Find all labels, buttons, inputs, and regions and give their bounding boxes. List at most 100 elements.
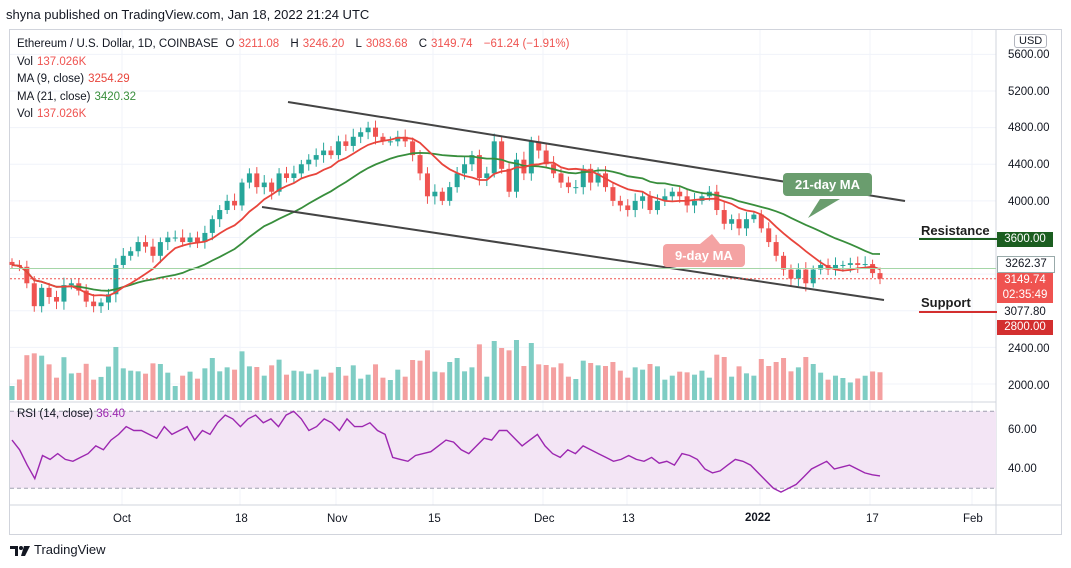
volume-bar <box>224 367 230 400</box>
volume-bar <box>558 363 564 400</box>
volume-bar <box>484 376 490 400</box>
candle-body <box>410 141 416 156</box>
volume-bar <box>187 371 193 400</box>
candle-body <box>543 150 549 165</box>
candle-body <box>528 141 534 174</box>
volume-bar <box>313 369 319 400</box>
candle-body <box>632 200 638 211</box>
volume-bar <box>536 364 542 400</box>
volume-bar <box>150 363 156 400</box>
candle-body <box>588 168 594 183</box>
candle-body <box>365 127 371 133</box>
volume-bar <box>395 369 401 400</box>
volume-bar <box>736 366 742 400</box>
candle-body <box>751 214 757 220</box>
candle-body <box>773 242 779 256</box>
candle-body <box>484 173 490 178</box>
volume-bar <box>402 376 408 400</box>
candle-body <box>321 150 327 156</box>
tradingview-footer[interactable]: TradingView <box>10 542 106 557</box>
volume-bar <box>684 372 690 400</box>
volume-bar <box>647 364 653 400</box>
ma9-annotation-pointer <box>700 234 720 244</box>
candle-body <box>640 196 646 201</box>
candle-body <box>120 255 126 265</box>
volume-bar <box>194 378 200 400</box>
volume-bar <box>143 373 149 400</box>
currency-button[interactable]: USD <box>1014 34 1048 48</box>
candle-body <box>239 182 245 206</box>
candle-body <box>439 191 445 201</box>
volume-bar <box>855 378 861 400</box>
candle-body <box>565 182 571 188</box>
candle-body <box>217 210 223 220</box>
candle-body <box>395 136 401 142</box>
candle-body <box>573 187 579 189</box>
volume-bar <box>669 375 675 400</box>
candle-body <box>788 269 794 279</box>
candle-body <box>9 261 15 265</box>
vol2-value: 137.026K <box>37 108 87 120</box>
candle-body <box>68 283 74 286</box>
candle-body <box>432 191 438 197</box>
publisher-header: shyna published on TradingView.com, Jan … <box>6 7 370 22</box>
vol2-label: Vol <box>17 108 33 120</box>
volume-bar <box>283 374 289 400</box>
candle-body <box>306 159 312 165</box>
volume-bar <box>469 367 475 400</box>
volume-bar <box>46 364 52 400</box>
volume-bar <box>632 367 638 400</box>
volume-bar <box>68 373 74 400</box>
x-tick-nov: Nov <box>327 513 348 525</box>
volume-bar <box>31 353 37 400</box>
candle-body <box>291 173 297 178</box>
candle-body <box>462 164 468 174</box>
rsi-label: RSI (14, close) <box>17 408 94 420</box>
y-tick-2000: 2000.00 <box>1008 380 1050 392</box>
candle-body <box>343 141 349 146</box>
volume-bar <box>232 369 238 400</box>
close-price-tag: 3149.74 <box>997 273 1053 288</box>
candle-body <box>202 232 208 243</box>
volume-bar <box>61 357 67 400</box>
resistance-price-tag: 3600.00 <box>997 232 1053 247</box>
volume-bar <box>543 365 549 400</box>
volume-bar <box>513 340 519 400</box>
candle-body <box>617 200 623 206</box>
legend-symbol: Ethereum / U.S. Dollar, 1D, COINBASE <box>17 38 219 50</box>
volume-bar <box>165 372 171 400</box>
volume-bar <box>91 379 97 400</box>
ma9-price-tag: 3262.37 <box>997 256 1055 273</box>
volume-bar <box>476 344 482 400</box>
volume-bar <box>24 355 30 400</box>
volume-bar <box>788 371 794 400</box>
candle-body <box>246 173 252 183</box>
volume-bar <box>751 375 757 400</box>
volume-bar <box>491 341 497 400</box>
volume-bar <box>432 371 438 400</box>
rsi-tick-60: 60.00 <box>1008 424 1037 436</box>
volume-bar <box>254 367 260 400</box>
rsi-band <box>10 411 996 489</box>
volume-bar <box>654 366 660 400</box>
candle-body <box>647 196 653 211</box>
candle-body <box>743 219 749 229</box>
volume-bar <box>662 379 668 400</box>
chart-frame[interactable] <box>9 29 1062 535</box>
volume-bar <box>269 365 275 400</box>
volume-bar <box>595 365 601 400</box>
candle-body <box>194 237 200 243</box>
candle-body <box>669 191 675 197</box>
volume-bar <box>714 354 720 400</box>
candle-body <box>877 273 883 279</box>
volume-bar <box>135 371 141 400</box>
volume-bar <box>825 379 831 400</box>
footer-brand: TradingView <box>34 542 106 557</box>
candle-body <box>380 136 386 142</box>
candle-body <box>417 155 423 174</box>
candle-body <box>180 237 186 243</box>
y-tick-2400: 2400.00 <box>1008 343 1050 355</box>
candle-body <box>832 264 838 270</box>
x-tick-2022: 2022 <box>745 512 771 524</box>
